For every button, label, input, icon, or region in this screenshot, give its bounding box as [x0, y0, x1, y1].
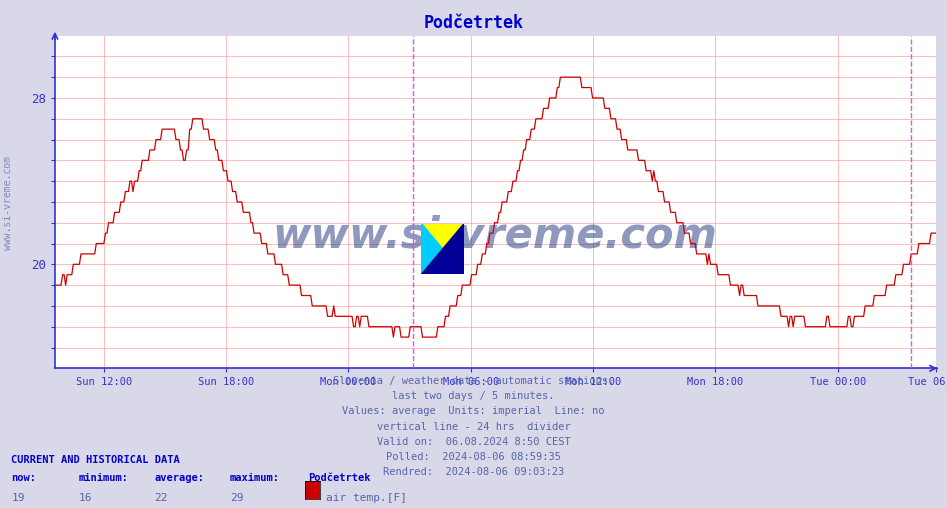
Text: 19: 19	[11, 493, 25, 503]
Polygon shape	[421, 224, 464, 274]
Text: www.si-vreme.com: www.si-vreme.com	[3, 156, 12, 250]
Text: air temp.[F]: air temp.[F]	[326, 493, 407, 503]
Text: Values: average  Units: imperial  Line: no: Values: average Units: imperial Line: no	[342, 406, 605, 417]
Text: www.si-vreme.com: www.si-vreme.com	[273, 214, 718, 256]
Text: Polled:  2024-08-06 08:59:35: Polled: 2024-08-06 08:59:35	[386, 452, 561, 462]
Text: 16: 16	[79, 493, 92, 503]
Text: average:: average:	[154, 473, 205, 484]
Text: Rendred:  2024-08-06 09:03:23: Rendred: 2024-08-06 09:03:23	[383, 467, 564, 478]
Text: vertical line - 24 hrs  divider: vertical line - 24 hrs divider	[377, 422, 570, 432]
Text: Valid on:  06.08.2024 8:50 CEST: Valid on: 06.08.2024 8:50 CEST	[377, 437, 570, 447]
Text: 22: 22	[154, 493, 168, 503]
Text: maximum:: maximum:	[230, 473, 280, 484]
Polygon shape	[421, 224, 464, 274]
Polygon shape	[421, 224, 464, 274]
Text: Podčetrtek: Podčetrtek	[423, 14, 524, 32]
Text: Podčetrtek: Podčetrtek	[308, 473, 370, 484]
Text: Slovenia / weather data - automatic stations.: Slovenia / weather data - automatic stat…	[333, 376, 614, 386]
Text: minimum:: minimum:	[79, 473, 129, 484]
Text: now:: now:	[11, 473, 36, 484]
Text: 29: 29	[230, 493, 243, 503]
Text: last two days / 5 minutes.: last two days / 5 minutes.	[392, 391, 555, 401]
Text: CURRENT AND HISTORICAL DATA: CURRENT AND HISTORICAL DATA	[11, 455, 180, 465]
